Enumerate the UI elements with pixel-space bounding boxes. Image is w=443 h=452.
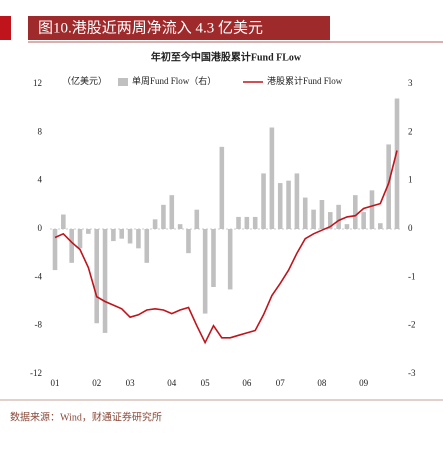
bar <box>136 229 141 249</box>
bar <box>211 229 216 287</box>
bar <box>52 229 58 271</box>
x-tick-label: 02 <box>92 378 101 388</box>
legend-label: 单周Fund Flow（右） <box>132 75 216 86</box>
x-tick-label: 09 <box>359 378 369 388</box>
chart-title: 年初至今中国港股累计Fund FLow <box>151 50 302 63</box>
bar <box>236 216 241 229</box>
bar <box>61 214 66 229</box>
x-tick-label: 01 <box>51 378 60 388</box>
bar <box>327 212 333 229</box>
header-mark <box>0 16 11 40</box>
bar <box>361 212 366 229</box>
bar <box>286 180 291 229</box>
bar <box>394 98 400 229</box>
bar <box>77 229 83 249</box>
bar <box>161 204 166 229</box>
bar <box>152 219 158 229</box>
bar <box>94 229 100 324</box>
bar <box>111 229 116 242</box>
bar <box>219 146 225 229</box>
y-tick-label: -12 <box>30 368 42 378</box>
bar <box>194 209 200 229</box>
bar <box>269 127 275 229</box>
y-tick-label: 12 <box>33 78 42 88</box>
y2-tick-label: 2 <box>408 126 413 136</box>
bar <box>202 229 208 314</box>
y-tick-label: 4 <box>38 175 43 185</box>
bar <box>186 229 191 254</box>
header-band <box>28 16 330 40</box>
bar <box>144 229 150 263</box>
bar <box>177 224 183 229</box>
x-tick-label: 08 <box>317 378 327 388</box>
bar <box>319 200 325 229</box>
x-tick-label: 04 <box>167 378 177 388</box>
y2-tick-label: 0 <box>408 223 413 233</box>
bar <box>244 216 250 229</box>
y-tick-label: 0 <box>38 223 43 233</box>
x-tick-label: 06 <box>242 378 252 388</box>
y2-tick-label: 3 <box>408 78 413 88</box>
bar <box>311 209 316 229</box>
bar <box>102 229 108 333</box>
y2-tick-label: 1 <box>408 175 413 185</box>
bar <box>169 195 175 229</box>
bar <box>252 216 258 229</box>
bar <box>69 229 74 263</box>
bar <box>261 173 266 229</box>
bar <box>386 144 391 229</box>
header-title: 图10.港股近两周净流入 4.3 亿美元 <box>38 19 263 36</box>
line <box>54 150 398 345</box>
y-tick-label: -8 <box>35 320 43 330</box>
y2-tick-label: -2 <box>408 320 416 330</box>
y-axis-label: （亿美元） <box>62 75 107 86</box>
legend-swatch <box>118 78 128 86</box>
y-tick-label: 8 <box>38 126 43 136</box>
bar <box>352 195 358 229</box>
bar <box>127 229 133 244</box>
y-tick-label: -4 <box>35 271 43 281</box>
bar <box>302 197 308 229</box>
bar <box>227 229 233 290</box>
y2-tick-label: -1 <box>408 271 416 281</box>
bar <box>378 223 383 229</box>
x-tick-label: 03 <box>126 378 136 388</box>
bar <box>277 183 283 229</box>
x-tick-label: 05 <box>201 378 211 388</box>
bar <box>344 224 350 229</box>
bar <box>336 204 341 229</box>
bar <box>369 190 375 229</box>
y2-tick-label: -3 <box>408 368 416 378</box>
bar <box>119 229 125 239</box>
x-tick-label: 07 <box>276 378 286 388</box>
source: 数据来源：Wind，财通证券研究所 <box>10 410 162 423</box>
legend-label: 港股累计Fund Flow <box>267 75 343 86</box>
bar <box>86 229 91 234</box>
bar <box>294 173 300 229</box>
